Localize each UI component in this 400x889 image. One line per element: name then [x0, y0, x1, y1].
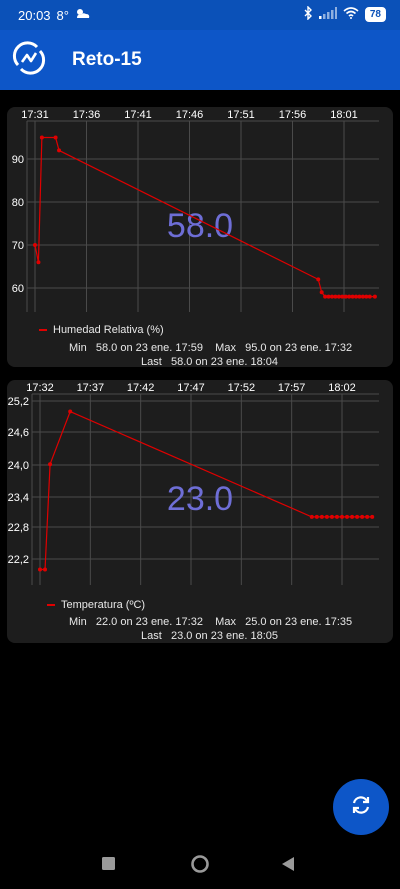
back-triangle-icon[interactable]: [281, 856, 295, 877]
wifi-icon: [343, 7, 359, 22]
data-point: [319, 290, 324, 295]
data-point: [323, 294, 328, 299]
x-tick-label: 18:01: [330, 109, 358, 121]
chart-stats-minmax: Min 58.0 on 23 ene. 17:59 Max 95.0 on 23…: [69, 342, 353, 354]
data-point: [372, 294, 377, 299]
x-tick-label: 17:37: [77, 382, 105, 394]
data-point: [355, 514, 360, 519]
chart-stats-last: Last 23.0 on 23 ene. 18:05: [141, 630, 279, 642]
data-point: [350, 514, 355, 519]
data-point: [360, 294, 365, 299]
data-point: [333, 294, 338, 299]
data-point: [39, 135, 44, 140]
data-point: [340, 514, 344, 519]
x-tick-label: 18:02: [328, 382, 356, 394]
app-logo-icon: [12, 41, 46, 75]
legend-label: Humedad Relativa (%): [53, 324, 164, 336]
data-point: [33, 243, 37, 247]
x-tick-label: 17:46: [176, 109, 204, 121]
humidity-chart: 17:31 17:36 17:41 17:46 17:51 17:56 18:01 90 80 7…: [12, 109, 379, 312]
x-tick-label: 17:47: [177, 382, 205, 394]
x-tick-label: 17:36: [73, 109, 101, 121]
recents-square-icon[interactable]: [102, 857, 116, 876]
data-point: [319, 514, 324, 519]
data-point: [350, 294, 355, 299]
data-point: [365, 514, 370, 519]
battery-indicator: 78: [364, 7, 386, 22]
system-nav-bar: [0, 839, 400, 889]
data-point: [345, 514, 350, 519]
data-point: [357, 294, 362, 299]
data-point: [48, 462, 53, 467]
y-tick-label: 22,2: [8, 554, 29, 566]
data-point: [370, 514, 375, 519]
refresh-icon: [350, 794, 372, 821]
y-tick-label: 90: [12, 154, 24, 166]
status-temperature: 8°: [56, 8, 69, 23]
data-point: [329, 514, 334, 519]
data-point: [57, 148, 62, 153]
data-point: [36, 260, 41, 265]
data-point: [324, 514, 329, 519]
x-tick-label: 17:41: [124, 109, 152, 121]
data-point: [329, 294, 334, 299]
app-bar: Reto-15: [0, 30, 400, 90]
data-point: [360, 514, 365, 519]
x-tick-label: 17:51: [227, 109, 255, 121]
y-tick-label: 25,2: [8, 396, 29, 408]
data-point: [354, 294, 359, 299]
status-bar: 20:03 8° 78: [0, 0, 400, 30]
data-point: [340, 294, 345, 299]
legend-swatch: [47, 604, 55, 606]
y-tick-label: 24,0: [8, 460, 29, 472]
y-tick-label: 22,8: [8, 522, 29, 534]
temperature-chart-card: 17:32 17:37 17:42 17:47 17:52 17:57 18:02 25,2 2…: [7, 380, 393, 643]
data-point: [364, 294, 369, 299]
current-value-label: 23.0: [167, 480, 233, 518]
data-point: [309, 514, 314, 519]
data-point: [334, 514, 339, 519]
y-tick-label: 24,6: [8, 427, 29, 439]
app-title: Reto-15: [72, 49, 142, 70]
cellular-signal-icon: [318, 7, 337, 22]
data-point: [326, 294, 331, 299]
data-point: [314, 514, 319, 519]
current-value-label: 58.0: [167, 207, 233, 245]
data-point: [316, 277, 321, 282]
legend-swatch: [39, 329, 47, 331]
y-tick-label: 23,4: [8, 492, 29, 504]
x-tick-label: 17:32: [26, 382, 54, 394]
home-circle-icon[interactable]: [190, 854, 210, 879]
refresh-button[interactable]: [333, 779, 389, 835]
data-point: [336, 294, 341, 299]
chart-stats-last: Last 58.0 on 23 ene. 18:04: [141, 356, 279, 368]
x-tick-label: 17:52: [228, 382, 256, 394]
data-point: [43, 567, 48, 572]
chart-legend: Humedad Relativa (%): [39, 324, 164, 336]
data-point: [343, 294, 348, 299]
status-time: 20:03: [18, 8, 51, 23]
temperature-chart: 17:32 17:37 17:42 17:47 17:52 17:57 18:02 25,2 2…: [8, 382, 379, 585]
y-tick-label: 60: [12, 283, 24, 295]
x-tick-label: 17:56: [279, 109, 307, 121]
humidity-chart-card: 17:31 17:36 17:41 17:46 17:51 17:56 18:01 90 80 7…: [7, 107, 393, 368]
partly-cloudy-icon: [75, 7, 91, 24]
data-point: [68, 409, 73, 414]
x-tick-label: 17:57: [278, 382, 306, 394]
y-tick-label: 80: [12, 197, 24, 209]
data-point: [53, 135, 58, 140]
chart-legend: Temperatura (ºC): [47, 599, 145, 611]
data-point: [367, 294, 372, 299]
data-point: [38, 567, 42, 572]
y-tick-label: 70: [12, 240, 24, 252]
x-tick-label: 17:31: [21, 109, 49, 121]
chart-stats-minmax: Min 22.0 on 23 ene. 17:32 Max 25.0 on 23…: [69, 616, 353, 628]
bluetooth-icon: [303, 5, 313, 23]
legend-label: Temperatura (ºC): [61, 599, 146, 611]
x-tick-label: 17:42: [127, 382, 155, 394]
data-point: [347, 294, 352, 299]
